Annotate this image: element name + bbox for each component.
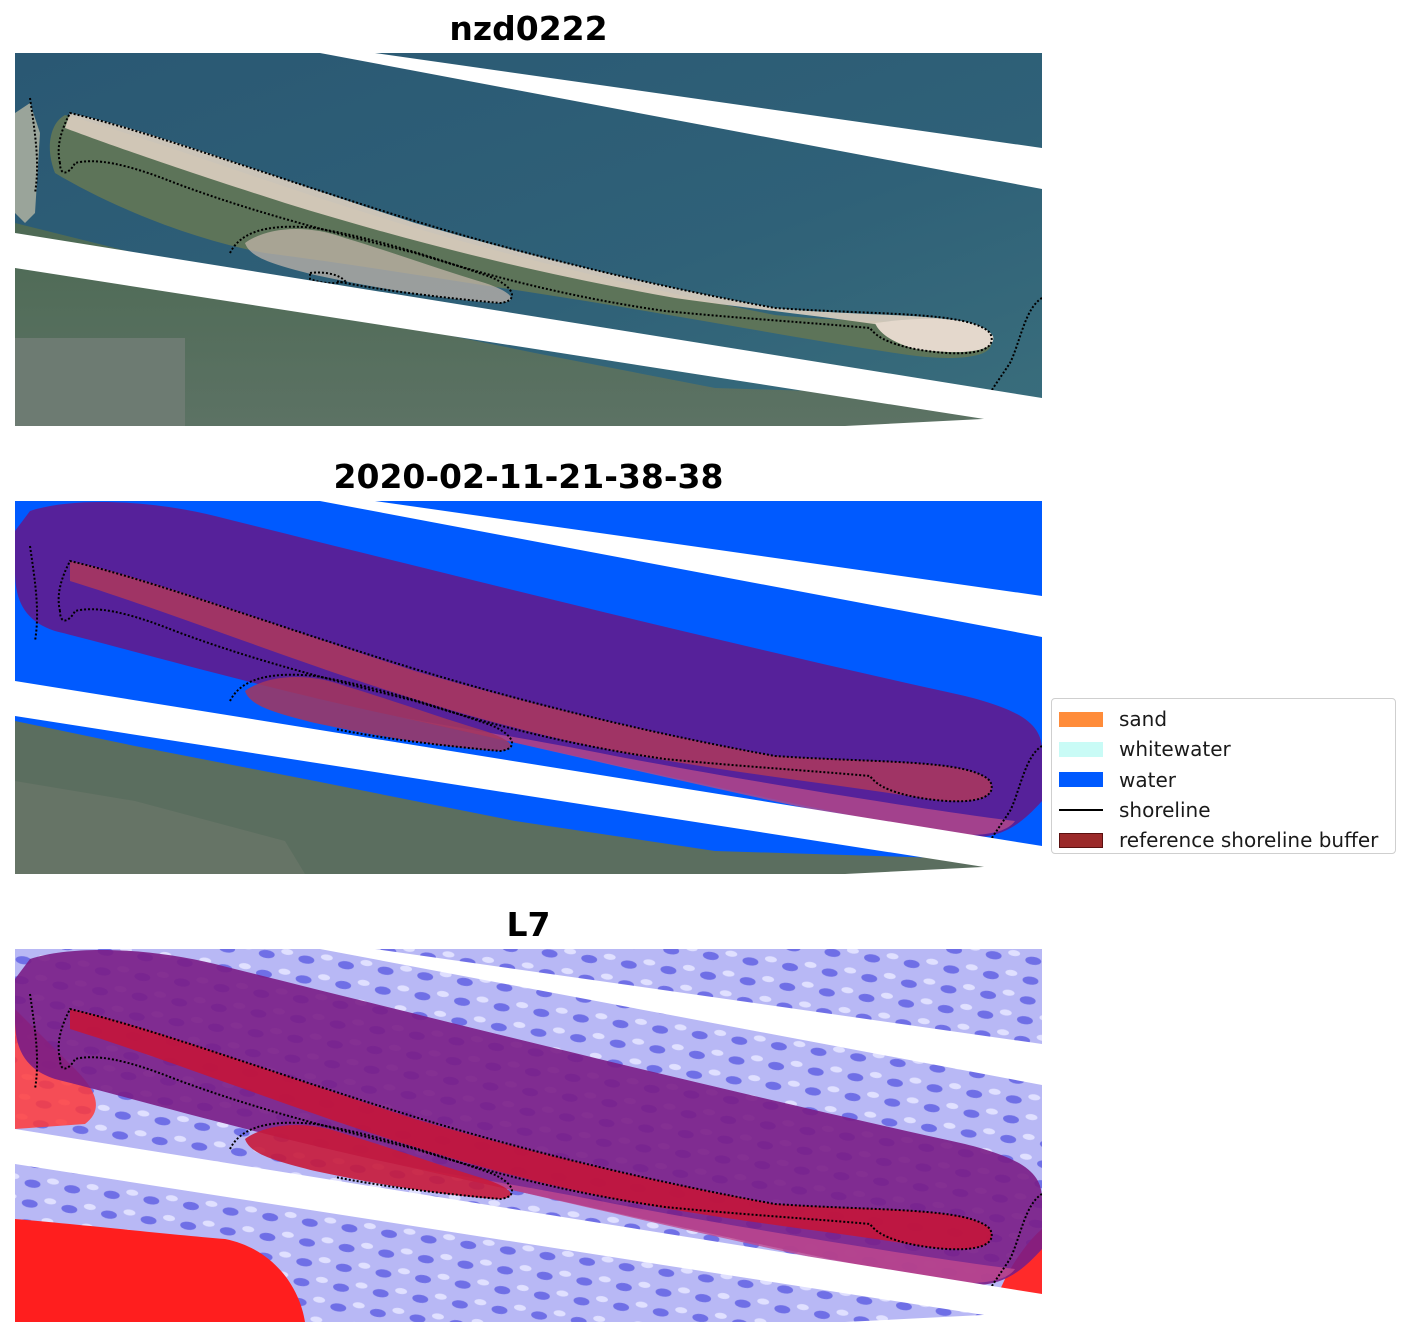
classification-panel (15, 501, 1042, 874)
legend-item-water: water (1059, 765, 1395, 795)
field-area (15, 338, 185, 426)
legend-label: reference shoreline buffer (1119, 828, 1379, 853)
legend: sand whitewater water shoreline referenc… (1051, 698, 1396, 854)
land-field (15, 781, 305, 874)
reference-shoreline-buffer-3 (15, 949, 1042, 1286)
shoreline-left (29, 97, 39, 194)
panel-title-satellite: L7 (506, 905, 551, 944)
water-swatch (1059, 772, 1103, 788)
buffer-swatch (1059, 832, 1103, 848)
sand-swatch (1059, 711, 1103, 727)
index-land-red (15, 1219, 305, 1322)
sand-class-region (70, 561, 992, 802)
legend-item-sand: sand (1059, 704, 1395, 734)
legend-label: water (1119, 767, 1176, 792)
legend-label: whitewater (1119, 737, 1231, 762)
lagoon-sand (245, 228, 512, 303)
buffer-sand-overlap (395, 716, 1015, 836)
shoreline-main-2 (57, 559, 993, 803)
legend-item-whitewater: whitewater (1059, 734, 1395, 764)
panel-title-date: 2020-02-11-21-38-38 (333, 457, 724, 496)
shoreline-swatch (1059, 803, 1103, 818)
index-spit-high (70, 1009, 992, 1250)
legend-item-buffer: reference shoreline buffer (1059, 825, 1395, 855)
road-left (15, 103, 40, 223)
spit-tip-sand (875, 318, 994, 353)
land-area (15, 223, 1042, 426)
reference-shoreline-buffer (15, 501, 1042, 838)
legend-label: shoreline (1119, 798, 1211, 823)
shoreline-islet (309, 271, 347, 285)
whitewater-swatch (1059, 741, 1103, 757)
shoreline-right (989, 297, 1042, 394)
legend-label: sand (1119, 707, 1168, 732)
nodata-stripe-1 (320, 53, 1042, 189)
spit-beach (65, 113, 990, 343)
nodata-stripe-2 (15, 233, 1042, 426)
shoreline-main (57, 111, 993, 355)
lagoon-sand-class (245, 676, 512, 751)
land-under-classification (15, 721, 1042, 874)
panel-title-rgb: nzd0222 (449, 9, 608, 48)
index-panel (15, 949, 1042, 1322)
shoreline-main-3 (57, 1007, 993, 1251)
legend-item-shoreline: shoreline (1059, 795, 1395, 825)
rgb-image-panel (15, 53, 1042, 426)
